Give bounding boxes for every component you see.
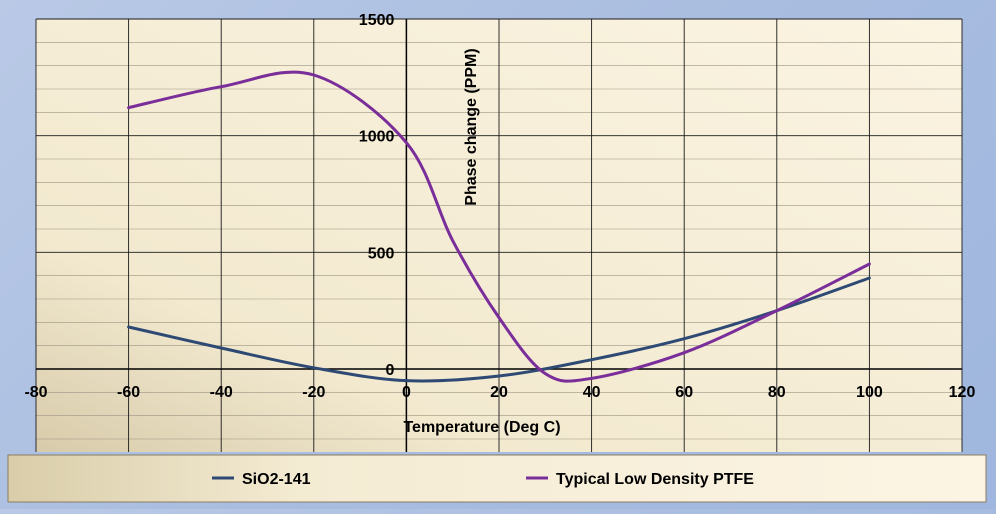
y-axis-label: Phase change (PPM)	[463, 48, 480, 205]
x-tick-label: 80	[768, 384, 786, 401]
tick-labels: -80 -60 -40 -20 0 20 40 60 80 100 120 0 500 1000 1500	[24, 12, 975, 401]
legend-label: Typical Low Density PTFE	[556, 471, 754, 488]
x-tick-label: 100	[856, 384, 883, 401]
y-tick-label: 1000	[359, 129, 395, 146]
x-tick-label: 40	[583, 384, 601, 401]
y-tick-label: 500	[368, 245, 395, 262]
x-tick-label: -60	[117, 384, 140, 401]
x-axis-label: Temperature (Deg C)	[403, 419, 560, 436]
x-tick-label: -40	[210, 384, 233, 401]
series-line-ptfe	[127, 70, 871, 383]
series-line-sio2-141	[127, 276, 871, 383]
legend-label: SiO2-141	[242, 471, 311, 488]
x-tick-label: -20	[302, 384, 325, 401]
legend-box	[7, 454, 987, 503]
series-layer	[127, 70, 871, 383]
x-tick-label: 120	[949, 384, 976, 401]
y-tick-label: 0	[385, 362, 394, 379]
x-tick-label: -80	[24, 384, 47, 401]
x-tick-label: 0	[402, 384, 411, 401]
x-tick-label: 60	[675, 384, 693, 401]
legend: SiO2-141 Typical Low Density PTFE	[212, 471, 754, 488]
x-tick-label: 20	[490, 384, 508, 401]
y-tick-label: 1500	[359, 12, 395, 29]
